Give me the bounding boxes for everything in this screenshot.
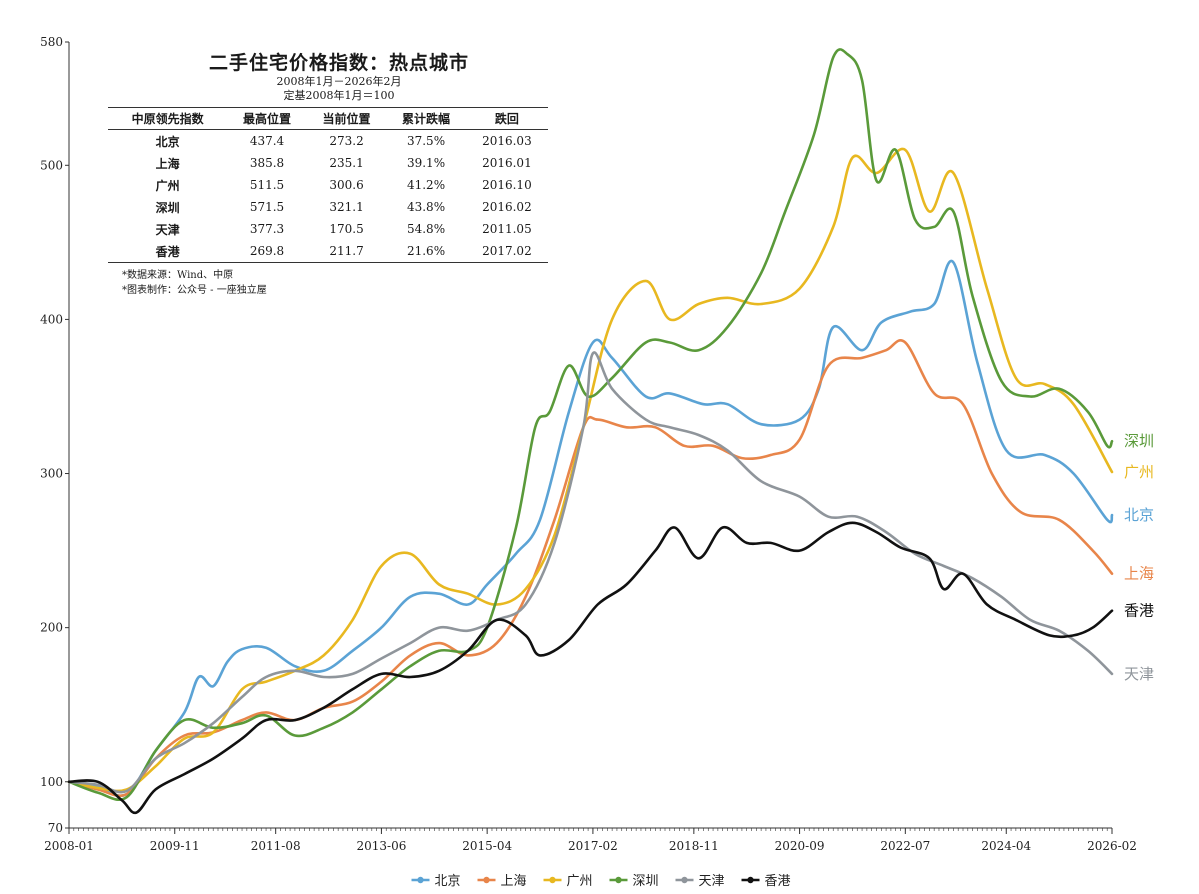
cell-city: 北京 [155,134,180,149]
cell-decline: 21.6% [386,240,466,263]
cell-city: 深圳 [155,200,180,215]
legend: 北京 上海 广州 深圳 天津 香港 [411,874,791,889]
cell-city: 香港 [108,240,228,263]
y-tick-label: 580 [40,35,63,49]
cell-peak: 437.4 [249,134,285,148]
credit-note: *图表制作：公众号 - 一座独立屋 [122,285,267,296]
x-tick-label: 2015-04 [462,839,512,853]
cell-city: 天津 [155,222,180,237]
legend-label: 深圳 [633,874,659,889]
x-tick-label: 2018-11 [669,839,719,853]
legend-label: 广州 [567,874,593,889]
cell-peak: 377.3 [249,222,285,236]
x-tick-label: 2022-07 [880,839,930,853]
series-end-label: 上海 [1124,565,1154,583]
table-row: 上海 385.8 235.1 39.1% 2016.01 [108,152,548,174]
x-tick-label: 2020-09 [775,839,825,853]
x-axis-ticks: 2008-01 2009-11 2011-08 2013-06 2015-04 2017-… [44,828,1137,853]
cell-back-to: 2016.10 [482,178,532,192]
x-tick-label: 2013-06 [356,839,406,853]
chart-subtitle-range: 2008年1月－2026年2月 [276,75,402,88]
x-tick-label: 2011-08 [251,839,301,853]
cell-decline: 54.8% [406,222,446,236]
series-line [67,521,1114,815]
y-tick-label: 200 [40,621,63,635]
cell-decline: 41.2% [406,178,446,192]
chart-title: 二手住宅价格指数：热点城市 [208,52,469,74]
cell-city: 广州 [155,178,180,193]
summary-table: 中原领先指数 最高位置 当前位置 累计跌幅 跌回 北京 437.4 273.2 … [108,107,548,263]
cell-peak: 385.8 [249,156,285,170]
y-tick-label: 300 [40,467,63,481]
x-tick-label: 2009-11 [150,839,200,853]
series-end-label: 天津 [1124,665,1154,683]
header-back-to: 跌回 [465,107,548,130]
y-axis-ticks: 70 100 200 300 400 500 580 [40,35,69,835]
table-row: 广州 511.5 300.6 41.2% 2016.10 [108,174,548,196]
legend-marker [747,876,754,884]
legend-label: 上海 [501,874,527,889]
cell-peak: 511.5 [249,178,285,192]
series-end-label: 广州 [1124,463,1154,481]
cell-city: 上海 [155,156,180,171]
legend-marker [681,876,688,884]
cell-back-to: 2016.03 [482,134,532,148]
header-index: 中原领先指数 [108,107,228,130]
series-line [67,351,1114,794]
legend-marker [483,876,490,884]
table-row: 深圳 571.5 321.1 43.8% 2016.02 [108,196,548,218]
header-peak: 最高位置 [227,107,307,130]
y-tick-label: 500 [40,158,63,172]
series-line [67,339,1114,798]
info-box: 二手住宅价格指数：热点城市 2008年1月－2026年2月 定基2008年1月＝… [108,48,550,298]
x-tick-label: 2017-02 [568,839,618,853]
legend-label: 香港 [765,874,791,889]
legend-marker [549,876,556,884]
series-line [67,259,1114,797]
table-header-row: 中原领先指数 最高位置 当前位置 累计跌幅 跌回 [108,107,548,130]
cell-peak: 571.5 [249,200,285,214]
cell-back-to: 2016.02 [482,200,532,214]
series-end-label: 北京 [1124,506,1154,524]
header-current: 当前位置 [306,107,387,130]
cell-current: 211.7 [306,240,387,263]
cell-back-to: 2016.01 [482,156,532,170]
cell-decline: 43.8% [406,200,446,214]
cell-decline: 39.1% [406,156,446,170]
series-end-label: 深圳 [1124,432,1154,450]
series-end-label: 香港 [1124,602,1154,620]
chart-subtitle-base: 定基2008年1月＝100 [283,89,395,102]
series-lines [67,48,1114,815]
x-tick-label: 2024-04 [981,839,1031,853]
legend-label: 天津 [699,874,725,889]
cell-current: 321.1 [329,200,364,214]
cell-peak: 269.8 [227,240,307,263]
series-line [67,48,1114,802]
table-row: 香港 269.8 211.7 21.6% 2017.02 [108,240,548,263]
y-tick-label: 70 [48,821,63,835]
source-note: *数据来源：Wind、中原 [122,270,234,281]
cell-current: 170.5 [329,222,364,236]
legend-marker [417,876,424,884]
cell-current: 300.6 [329,178,364,192]
notes: *数据来源：Wind、中原 *图表制作：公众号 - 一座独立屋 [122,268,550,298]
legend-label: 北京 [435,874,461,889]
cell-current: 273.2 [329,134,364,148]
series-line [67,147,1114,793]
cell-back-to: 2017.02 [465,240,548,263]
header-decline: 累计跌幅 [386,107,466,130]
cell-decline: 37.5% [406,134,446,148]
x-tick-label: 2008-01 [44,839,94,853]
legend-marker [615,876,622,884]
x-tick-label: 2026-02 [1087,839,1137,853]
cell-back-to: 2011.05 [482,222,532,236]
cell-current: 235.1 [329,156,364,170]
table-row: 天津 377.3 170.5 54.8% 2011.05 [108,218,548,240]
y-tick-label: 100 [40,775,63,789]
y-tick-label: 400 [40,312,63,326]
table-row: 北京 437.4 273.2 37.5% 2016.03 [108,130,548,153]
